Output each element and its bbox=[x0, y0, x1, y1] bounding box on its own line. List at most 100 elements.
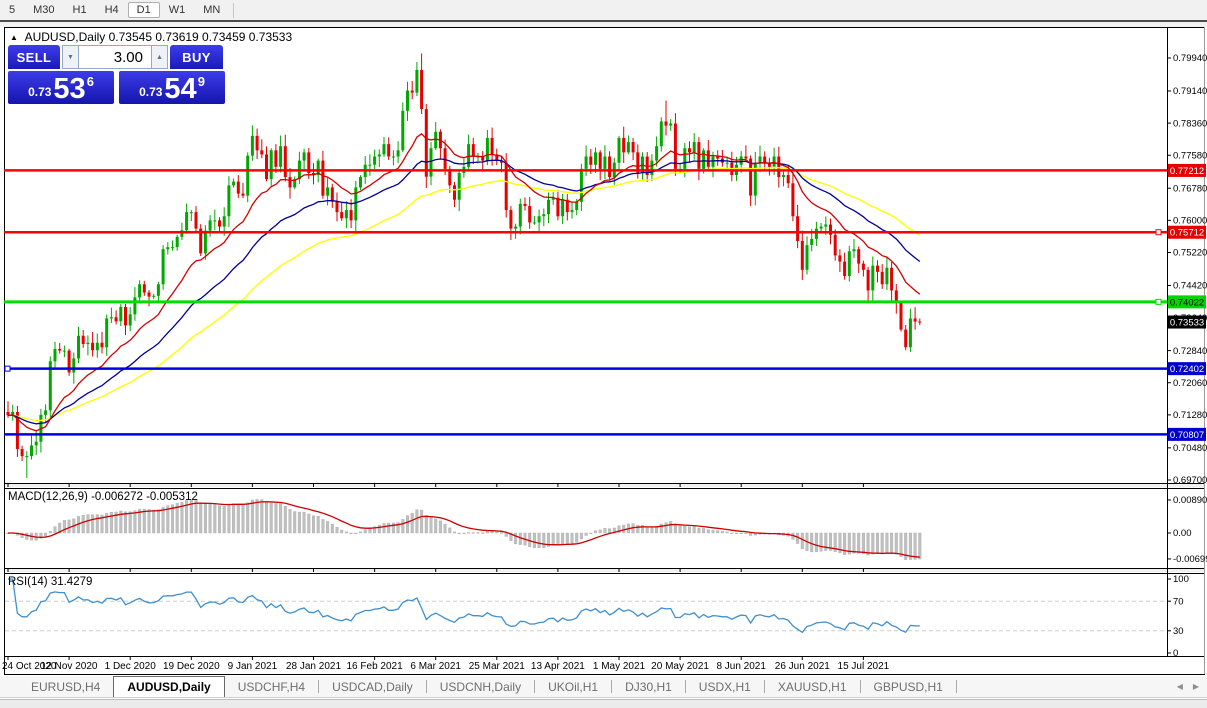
hlines-group bbox=[4, 169, 1167, 436]
macd-signal-line bbox=[8, 501, 920, 558]
price-tag: 0.75712 bbox=[1168, 225, 1206, 239]
price-tick-label: 0.72060 bbox=[1173, 378, 1207, 389]
chart-title: ▲ AUDUSD,Daily 0.73545 0.73619 0.73459 0… bbox=[10, 30, 292, 44]
buy-price-pip-digit: 9 bbox=[197, 74, 205, 89]
macd-tick-label: -0.006994 bbox=[1173, 554, 1207, 565]
tab-separator bbox=[611, 680, 613, 693]
timeframe-button-d1[interactable]: D1 bbox=[127, 2, 160, 18]
macd-axis: 0.008903 0.00 -0.006994 bbox=[1167, 495, 1207, 565]
moving-averages-group bbox=[7, 132, 921, 432]
svg-text:0.77212: 0.77212 bbox=[1170, 166, 1204, 177]
date-label: 1 Dec 2020 bbox=[105, 661, 157, 672]
price-tick-label: 0.70480 bbox=[1173, 443, 1207, 454]
tab-separator bbox=[859, 680, 861, 693]
date-label: 15 Jul 2021 bbox=[838, 661, 890, 672]
timeframe-button-w1[interactable]: W1 bbox=[168, 4, 186, 16]
tab-gbpusd-h1[interactable]: GBPUSD,H1 bbox=[873, 679, 943, 694]
rsi-levels-group bbox=[5, 600, 1167, 632]
price-tick-label: 0.76000 bbox=[1173, 216, 1207, 227]
date-label: 20 May 2021 bbox=[651, 661, 709, 672]
candles-group bbox=[6, 53, 922, 478]
one-click-trading-panel: SELL ▼ 3.00 ▲ BUY 0.73 53 6 0.73 54 9 bbox=[8, 45, 225, 104]
tab-scroll-right-icon[interactable]: ▶ bbox=[1192, 682, 1199, 691]
date-label: 19 Dec 2020 bbox=[163, 661, 220, 672]
tab-separator bbox=[318, 680, 320, 693]
buy-price-big-digits: 54 bbox=[164, 73, 197, 105]
date-label: 16 Feb 2021 bbox=[347, 661, 404, 672]
tab-dj30-h1[interactable]: DJ30,H1 bbox=[625, 679, 672, 694]
tab-scroll-left-icon[interactable]: ◀ bbox=[1176, 682, 1183, 691]
toolbar-separator bbox=[233, 2, 235, 18]
date-label: 8 Jun 2021 bbox=[716, 661, 766, 672]
macd-tick-label: 0.008903 bbox=[1173, 495, 1207, 506]
tab-usdcad-daily[interactable]: USDCAD,Daily bbox=[332, 679, 413, 694]
price-tick-label: 0.75220 bbox=[1173, 248, 1207, 259]
tab-audusd-daily[interactable]: AUDUSD,Daily bbox=[113, 676, 225, 697]
buy-price-prefix: 0.73 bbox=[139, 85, 163, 99]
tab-usdcnh-daily[interactable]: USDCNH,Daily bbox=[439, 679, 522, 694]
chart-ohlc-values: 0.73545 0.73619 0.73459 0.73533 bbox=[108, 30, 293, 44]
tab-xauusd-h1[interactable]: XAUUSD,H1 bbox=[777, 679, 847, 694]
ma-line-fast bbox=[7, 132, 921, 432]
tab-usdchf-h4[interactable]: USDCHF,H4 bbox=[237, 679, 306, 694]
price-tick-label: 0.72840 bbox=[1173, 346, 1207, 357]
sell-button[interactable]: SELL bbox=[8, 45, 60, 69]
price-tag: 0.70807 bbox=[1168, 427, 1206, 441]
volume-increase-button[interactable]: ▲ bbox=[151, 45, 168, 69]
price-tick-label: 0.71280 bbox=[1173, 410, 1207, 421]
tab-separator bbox=[763, 680, 765, 693]
macd-histogram-group bbox=[6, 499, 922, 560]
rsi-line bbox=[8, 578, 920, 634]
price-tick-label: 0.79940 bbox=[1173, 53, 1207, 64]
price-tag: 0.72402 bbox=[1168, 362, 1206, 376]
rsi-tick-label: 30 bbox=[1173, 626, 1184, 637]
timeframe-button-m30[interactable]: M30 bbox=[33, 4, 55, 16]
timeframe-button-mn[interactable]: MN bbox=[203, 4, 221, 16]
buy-price-button[interactable]: 0.73 54 9 bbox=[119, 71, 225, 104]
timeframe-button-h1[interactable]: H1 bbox=[72, 4, 87, 16]
chart-frame bbox=[4, 27, 1205, 675]
price-tick-label: 0.76780 bbox=[1173, 183, 1207, 194]
tab-separator bbox=[425, 680, 427, 693]
spinner-down-icon: ▼ bbox=[67, 53, 74, 61]
sell-price-button[interactable]: 0.73 53 6 bbox=[8, 71, 114, 104]
tab-usdx-h1[interactable]: USDX,H1 bbox=[698, 679, 751, 694]
date-label: 28 Jan 2021 bbox=[286, 661, 341, 672]
tab-separator bbox=[534, 680, 536, 693]
tab-ukoil-h1[interactable]: UKOil,H1 bbox=[548, 679, 599, 694]
date-label: 25 Mar 2021 bbox=[469, 661, 526, 672]
price-tick-label: 0.79140 bbox=[1173, 86, 1207, 97]
svg-text:0.73533: 0.73533 bbox=[1170, 318, 1204, 329]
timeframe-button-h4[interactable]: H4 bbox=[104, 4, 119, 16]
tab-separator bbox=[955, 680, 957, 693]
sell-price-pip-digit: 6 bbox=[86, 74, 94, 89]
sell-price-big-digits: 53 bbox=[53, 73, 86, 105]
svg-text:0.70807: 0.70807 bbox=[1170, 430, 1204, 441]
date-label: 1 May 2021 bbox=[593, 661, 646, 672]
line-handle bbox=[4, 365, 11, 372]
tab-eurusd-h4[interactable]: EURUSD,H4 bbox=[31, 679, 101, 694]
chart-tab-bar: EURUSD,H4 AUDUSD,Daily USDCHF,H4 USDCAD,Dai… bbox=[0, 676, 1207, 698]
svg-text:0.74022: 0.74022 bbox=[1170, 297, 1204, 308]
date-label: 12 Nov 2020 bbox=[41, 661, 98, 672]
date-label: 24 Oct 2020 bbox=[2, 661, 57, 672]
buy-button[interactable]: BUY bbox=[170, 45, 223, 69]
date-label: 13 Apr 2021 bbox=[531, 661, 585, 672]
price-tick-label: 0.78360 bbox=[1173, 118, 1207, 129]
ma-line-slow bbox=[7, 166, 921, 422]
rsi-indicator-label: RSI(14) 31.4279 bbox=[8, 576, 93, 588]
timeframe-toolbar: 5 M30 H1 H4 D1 W1 MN bbox=[0, 0, 1207, 22]
date-label: 26 Jun 2021 bbox=[775, 661, 830, 672]
rsi-axis: 100 70 30 0 bbox=[1167, 574, 1189, 659]
sell-price-prefix: 0.73 bbox=[28, 85, 52, 99]
collapse-triangle-icon[interactable]: ▲ bbox=[10, 33, 18, 42]
chart-symbol-period: AUDUSD,Daily bbox=[24, 30, 106, 44]
volume-decrease-button[interactable]: ▼ bbox=[62, 45, 79, 69]
status-strip bbox=[0, 699, 1207, 708]
line-handle bbox=[1155, 298, 1162, 305]
volume-input[interactable]: 3.00 bbox=[79, 45, 151, 69]
price-tick-label: 0.69700 bbox=[1173, 475, 1207, 486]
timeframe-button-5[interactable]: 5 bbox=[9, 4, 16, 16]
